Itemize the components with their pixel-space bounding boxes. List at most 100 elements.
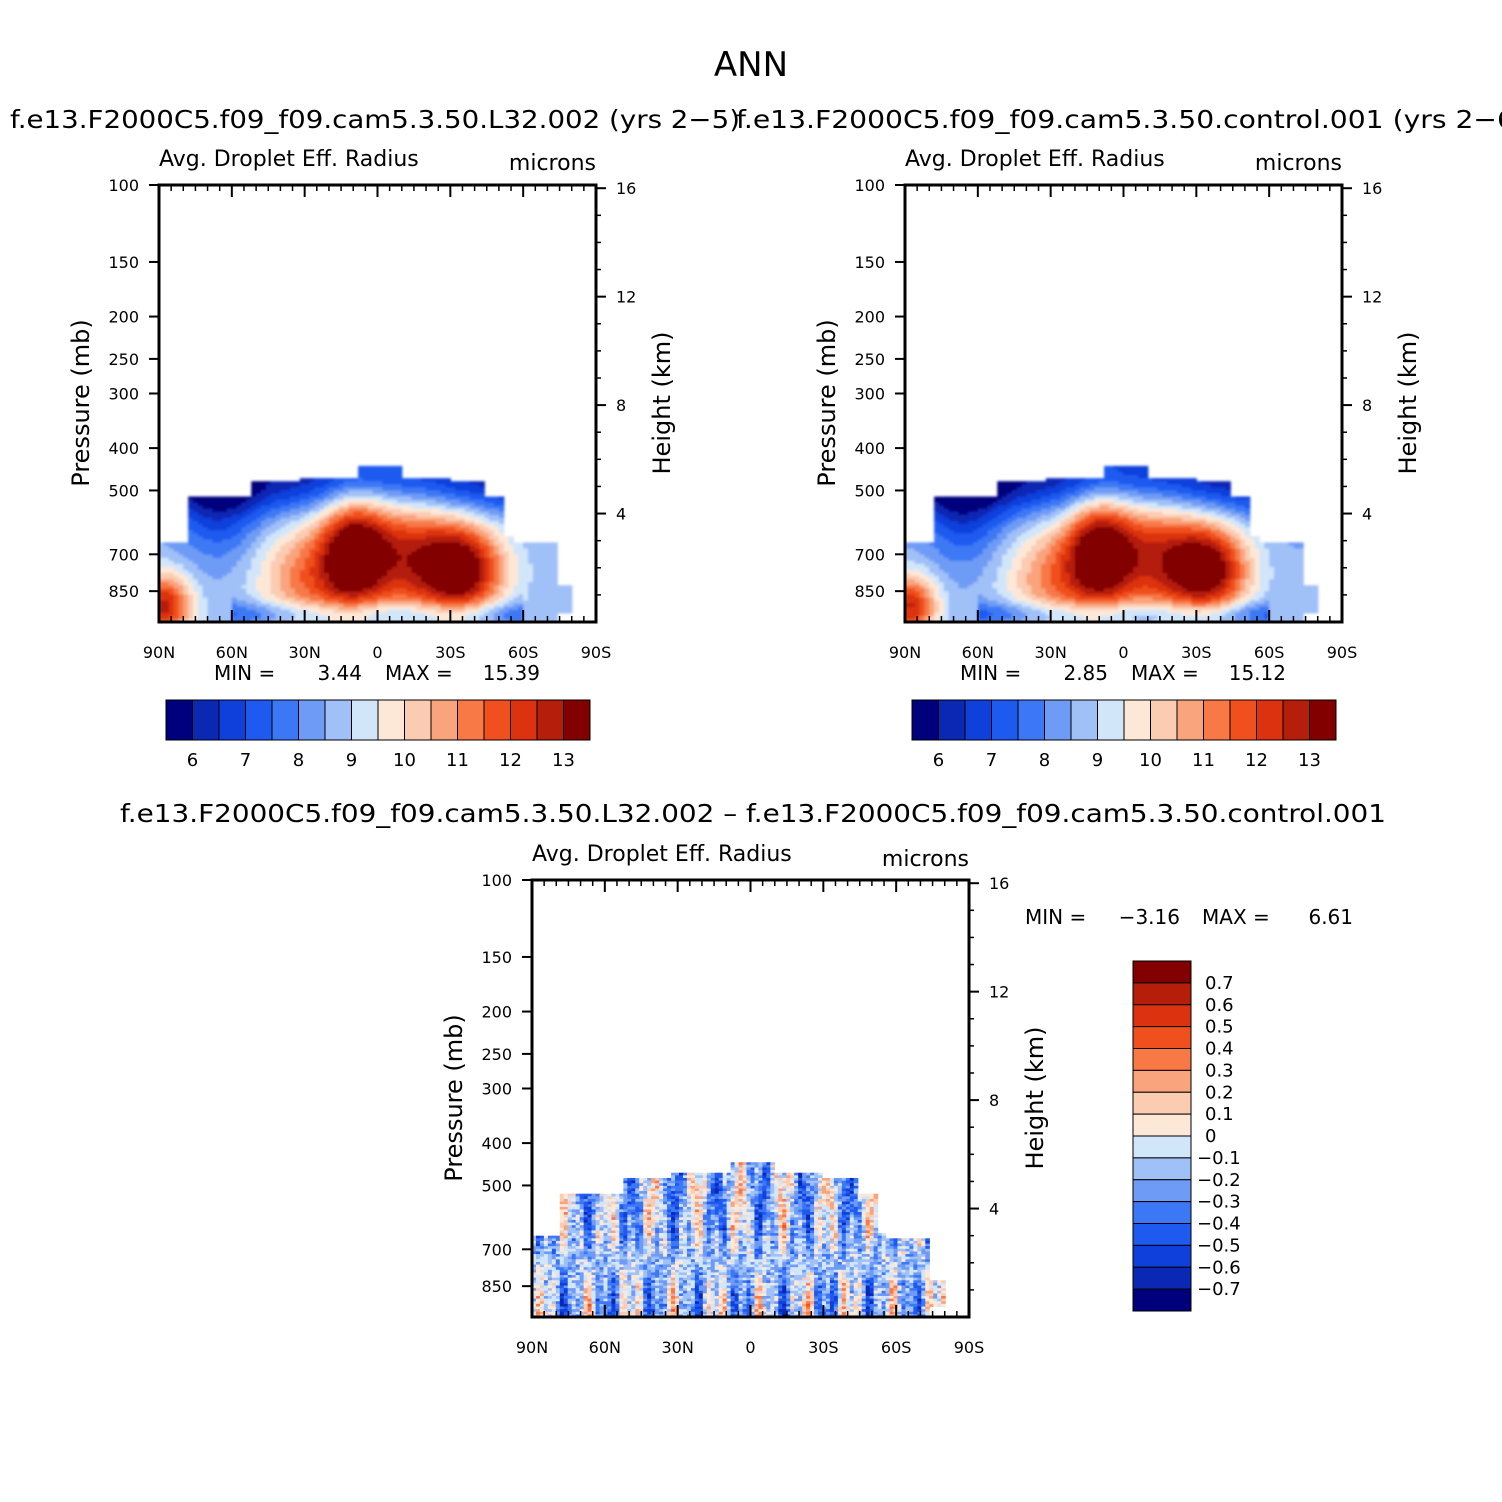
field-cell — [435, 484, 442, 488]
field-cell — [542, 615, 549, 620]
field-cell — [382, 609, 388, 614]
field-cell — [387, 603, 393, 608]
field-cell — [207, 603, 214, 608]
field-cell — [401, 576, 408, 580]
field-cell — [392, 588, 398, 592]
field-cell — [430, 600, 437, 605]
field-cell — [430, 609, 437, 614]
field-cell — [324, 493, 330, 498]
field-cell — [513, 551, 519, 556]
field-cell — [299, 478, 306, 482]
field-cell — [943, 517, 950, 522]
field-cell — [202, 533, 209, 537]
field-cell — [1026, 502, 1032, 507]
field-cell — [348, 594, 354, 599]
field-cell — [314, 478, 320, 482]
field-cell — [396, 594, 403, 599]
field-cell — [1045, 609, 1052, 614]
field-cell — [159, 615, 165, 620]
field-cell — [319, 536, 325, 540]
field-cell — [460, 499, 466, 504]
field-cell — [416, 545, 422, 550]
field-cell — [1016, 600, 1023, 605]
field-cell — [1026, 618, 1032, 622]
field-cell — [958, 496, 964, 501]
field-cell — [1045, 484, 1052, 488]
field-cell — [924, 615, 930, 620]
field-cell — [430, 511, 437, 516]
field-cell — [236, 618, 243, 622]
field-cell — [523, 585, 529, 589]
field-cell — [260, 609, 267, 614]
field-cell — [1026, 514, 1032, 519]
field-cell — [1040, 502, 1047, 507]
field-cell — [251, 527, 257, 531]
field-cell — [406, 481, 413, 485]
field-cell — [1060, 603, 1066, 608]
field-cell — [319, 524, 325, 528]
field-cell — [909, 573, 916, 577]
field-cell — [285, 609, 291, 614]
field-cell — [508, 609, 515, 614]
field-cell — [324, 585, 330, 589]
field-cell — [324, 576, 330, 580]
field-cell — [909, 615, 916, 620]
field-cell — [348, 554, 354, 559]
field-cell — [163, 551, 170, 556]
field-cell — [309, 576, 315, 580]
field-cell — [440, 597, 447, 602]
field-cell — [479, 573, 485, 577]
field-cell — [542, 569, 549, 574]
field-cell — [338, 594, 345, 599]
field-cell — [968, 539, 974, 544]
field-cell — [396, 484, 403, 488]
field-cell — [977, 517, 984, 522]
field-cell — [280, 566, 286, 571]
field-cell — [290, 573, 296, 577]
field-cell — [987, 524, 993, 528]
field-cell — [290, 521, 296, 525]
field-cell — [309, 566, 315, 571]
field-cell — [919, 597, 926, 602]
field-cell — [958, 573, 964, 577]
field-cell — [241, 606, 247, 611]
field-cell — [328, 579, 335, 583]
field-cell — [972, 606, 979, 611]
field-cell — [1031, 597, 1037, 602]
field-cell — [168, 576, 175, 580]
field-cell — [958, 579, 964, 583]
field-cell — [450, 573, 456, 577]
field-cell — [222, 597, 228, 602]
field-cell — [513, 585, 519, 589]
field-cell — [1055, 545, 1061, 550]
field-cell — [557, 600, 563, 605]
field-cell — [532, 597, 539, 602]
field-cell — [518, 560, 524, 565]
field-cell — [430, 579, 437, 583]
field-cell — [542, 554, 549, 559]
field-cell — [479, 527, 485, 531]
field-cell — [1006, 505, 1013, 510]
field-cell — [396, 585, 403, 589]
field-cell — [314, 487, 320, 491]
field-cell — [324, 615, 330, 620]
field-cell — [416, 560, 422, 565]
field-cell — [440, 600, 447, 605]
field-cell — [256, 591, 262, 596]
field-cell — [987, 533, 993, 537]
field-cell — [212, 554, 218, 559]
field-cell — [977, 563, 984, 568]
field-cell — [972, 615, 979, 620]
field-cell — [290, 579, 296, 583]
field-cell — [1031, 484, 1037, 488]
field-cell — [416, 576, 422, 580]
field-cell — [212, 609, 218, 614]
field-cell — [183, 585, 189, 589]
field-cell — [948, 597, 955, 602]
field-cell — [236, 588, 243, 592]
field-cell — [338, 527, 345, 531]
field-cell — [367, 511, 374, 516]
field-cell — [275, 609, 281, 614]
field-cell — [523, 606, 529, 611]
field-cell — [294, 594, 301, 599]
